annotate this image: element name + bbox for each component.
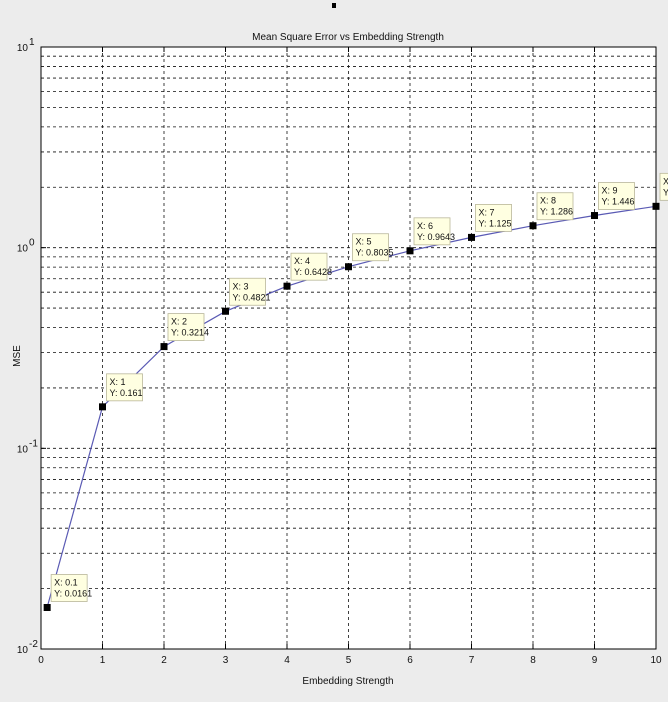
datatip-x-text: X: 4 [294,256,310,266]
top-marker [332,3,336,8]
data-point [406,247,414,255]
datatip-x-text: X: 3 [233,281,249,291]
datatip-x-text: X: 5 [356,237,372,247]
datatip[interactable]: X: 6Y: 0.9643 [413,217,455,246]
datatips[interactable]: X: 0.1Y: 0.0161 X: 1Y: 0.161 X: 2Y: 0.3214… [50,172,668,602]
y-tick-exponent: 0 [29,238,35,249]
datatip[interactable]: X: 0.1Y: 0.0161 [50,574,92,602]
data-point [222,307,229,315]
datatip[interactable]: X: 9Y: 1.446 [598,182,635,210]
datatip[interactable]: X: 10Y: 1.607 [659,172,668,201]
datatip-y-text: Y: 0.0161 [54,588,92,598]
y-tick-label: 10 [17,244,29,255]
datatip-y-text: Y: 1.286 [540,207,573,217]
chart-title: Mean Square Error vs Embedding Strength [252,32,444,43]
datatip-y-text: Y: 0.6428 [294,267,332,277]
datatip-x-text: X: 6 [417,221,433,231]
datatip[interactable]: X: 8Y: 1.286 [536,192,574,221]
x-tick-label: 5 [346,655,352,666]
datatip-box [50,574,88,602]
data-point [160,343,168,351]
datatip-box [659,172,668,201]
datatip-y-text: Y: 0.8035 [356,248,394,258]
datatip-y-text: Y: 0.161 [110,388,143,398]
datatip-box [106,373,143,402]
x-tick-label: 0 [38,655,44,666]
y-axis-label: MSE [12,345,23,367]
x-axis-label: Embedding Strength [302,676,393,687]
x-tick-label: 10 [650,655,662,666]
datatip-x-text: X: 1 [110,377,126,387]
datatip[interactable]: X: 1Y: 0.161 [106,373,143,402]
x-tick-label: 9 [592,655,598,666]
datatip-y-text: Y: 0.3214 [171,328,209,338]
y-tick-exponent: -1 [29,438,38,449]
data-point [591,212,598,220]
datatip-x-text: X: 2 [171,317,187,327]
datatip[interactable]: X: 4Y: 0.6428 [290,252,332,281]
datatip-x-text: X: 8 [540,196,556,206]
datatip-y-text: Y: 1.125 [479,218,512,228]
x-tick-label: 3 [223,655,229,666]
data-point [529,222,537,230]
x-tick-label: 1 [100,655,106,666]
x-tick-label: 8 [530,655,536,666]
datatip-box [536,192,574,221]
datatip-x-text: X: 0.1 [54,577,78,587]
datatip-box [352,233,389,262]
y-tick-exponent: -2 [29,639,38,650]
datatip[interactable]: X: 7Y: 1.125 [475,204,512,232]
datatip[interactable]: X: 3Y: 0.4821 [229,277,271,306]
x-axis: 0 1 2 3 4 5 6 7 8 9 10 [38,47,662,666]
datatip-y-text: Y: 0.9643 [417,232,455,242]
datatip-box [290,252,328,281]
data-point [283,282,291,290]
data-point [99,403,106,411]
datatip-x-text: X: 7 [479,207,495,217]
x-tick-label: 6 [407,655,413,666]
datatip-x-text: X: 10 [663,176,668,186]
data-point [43,603,51,611]
datatip[interactable]: X: 2Y: 0.3214 [167,313,209,341]
data-point [468,233,475,241]
y-tick-label: 10 [17,645,29,656]
x-tick-label: 7 [469,655,475,666]
datatip-box [598,182,635,210]
datatip-y-text: Y: 1.446 [602,197,635,207]
datatip-y-text: Y: 1.607 [663,187,668,197]
datatip-x-text: X: 9 [602,186,618,196]
x-tick-label: 2 [161,655,167,666]
y-tick-label: 10 [17,43,29,54]
y-tick-exponent: 1 [29,37,35,48]
x-tick-label: 4 [284,655,290,666]
datatip-box [229,277,266,306]
datatip-box [413,217,451,246]
datatip-box [167,313,205,341]
datatip[interactable]: X: 5Y: 0.8035 [352,233,394,262]
datatip-box [475,204,512,232]
data-point [345,263,352,271]
y-tick-label: 10 [17,444,29,455]
datatip-y-text: Y: 0.4821 [233,292,271,302]
